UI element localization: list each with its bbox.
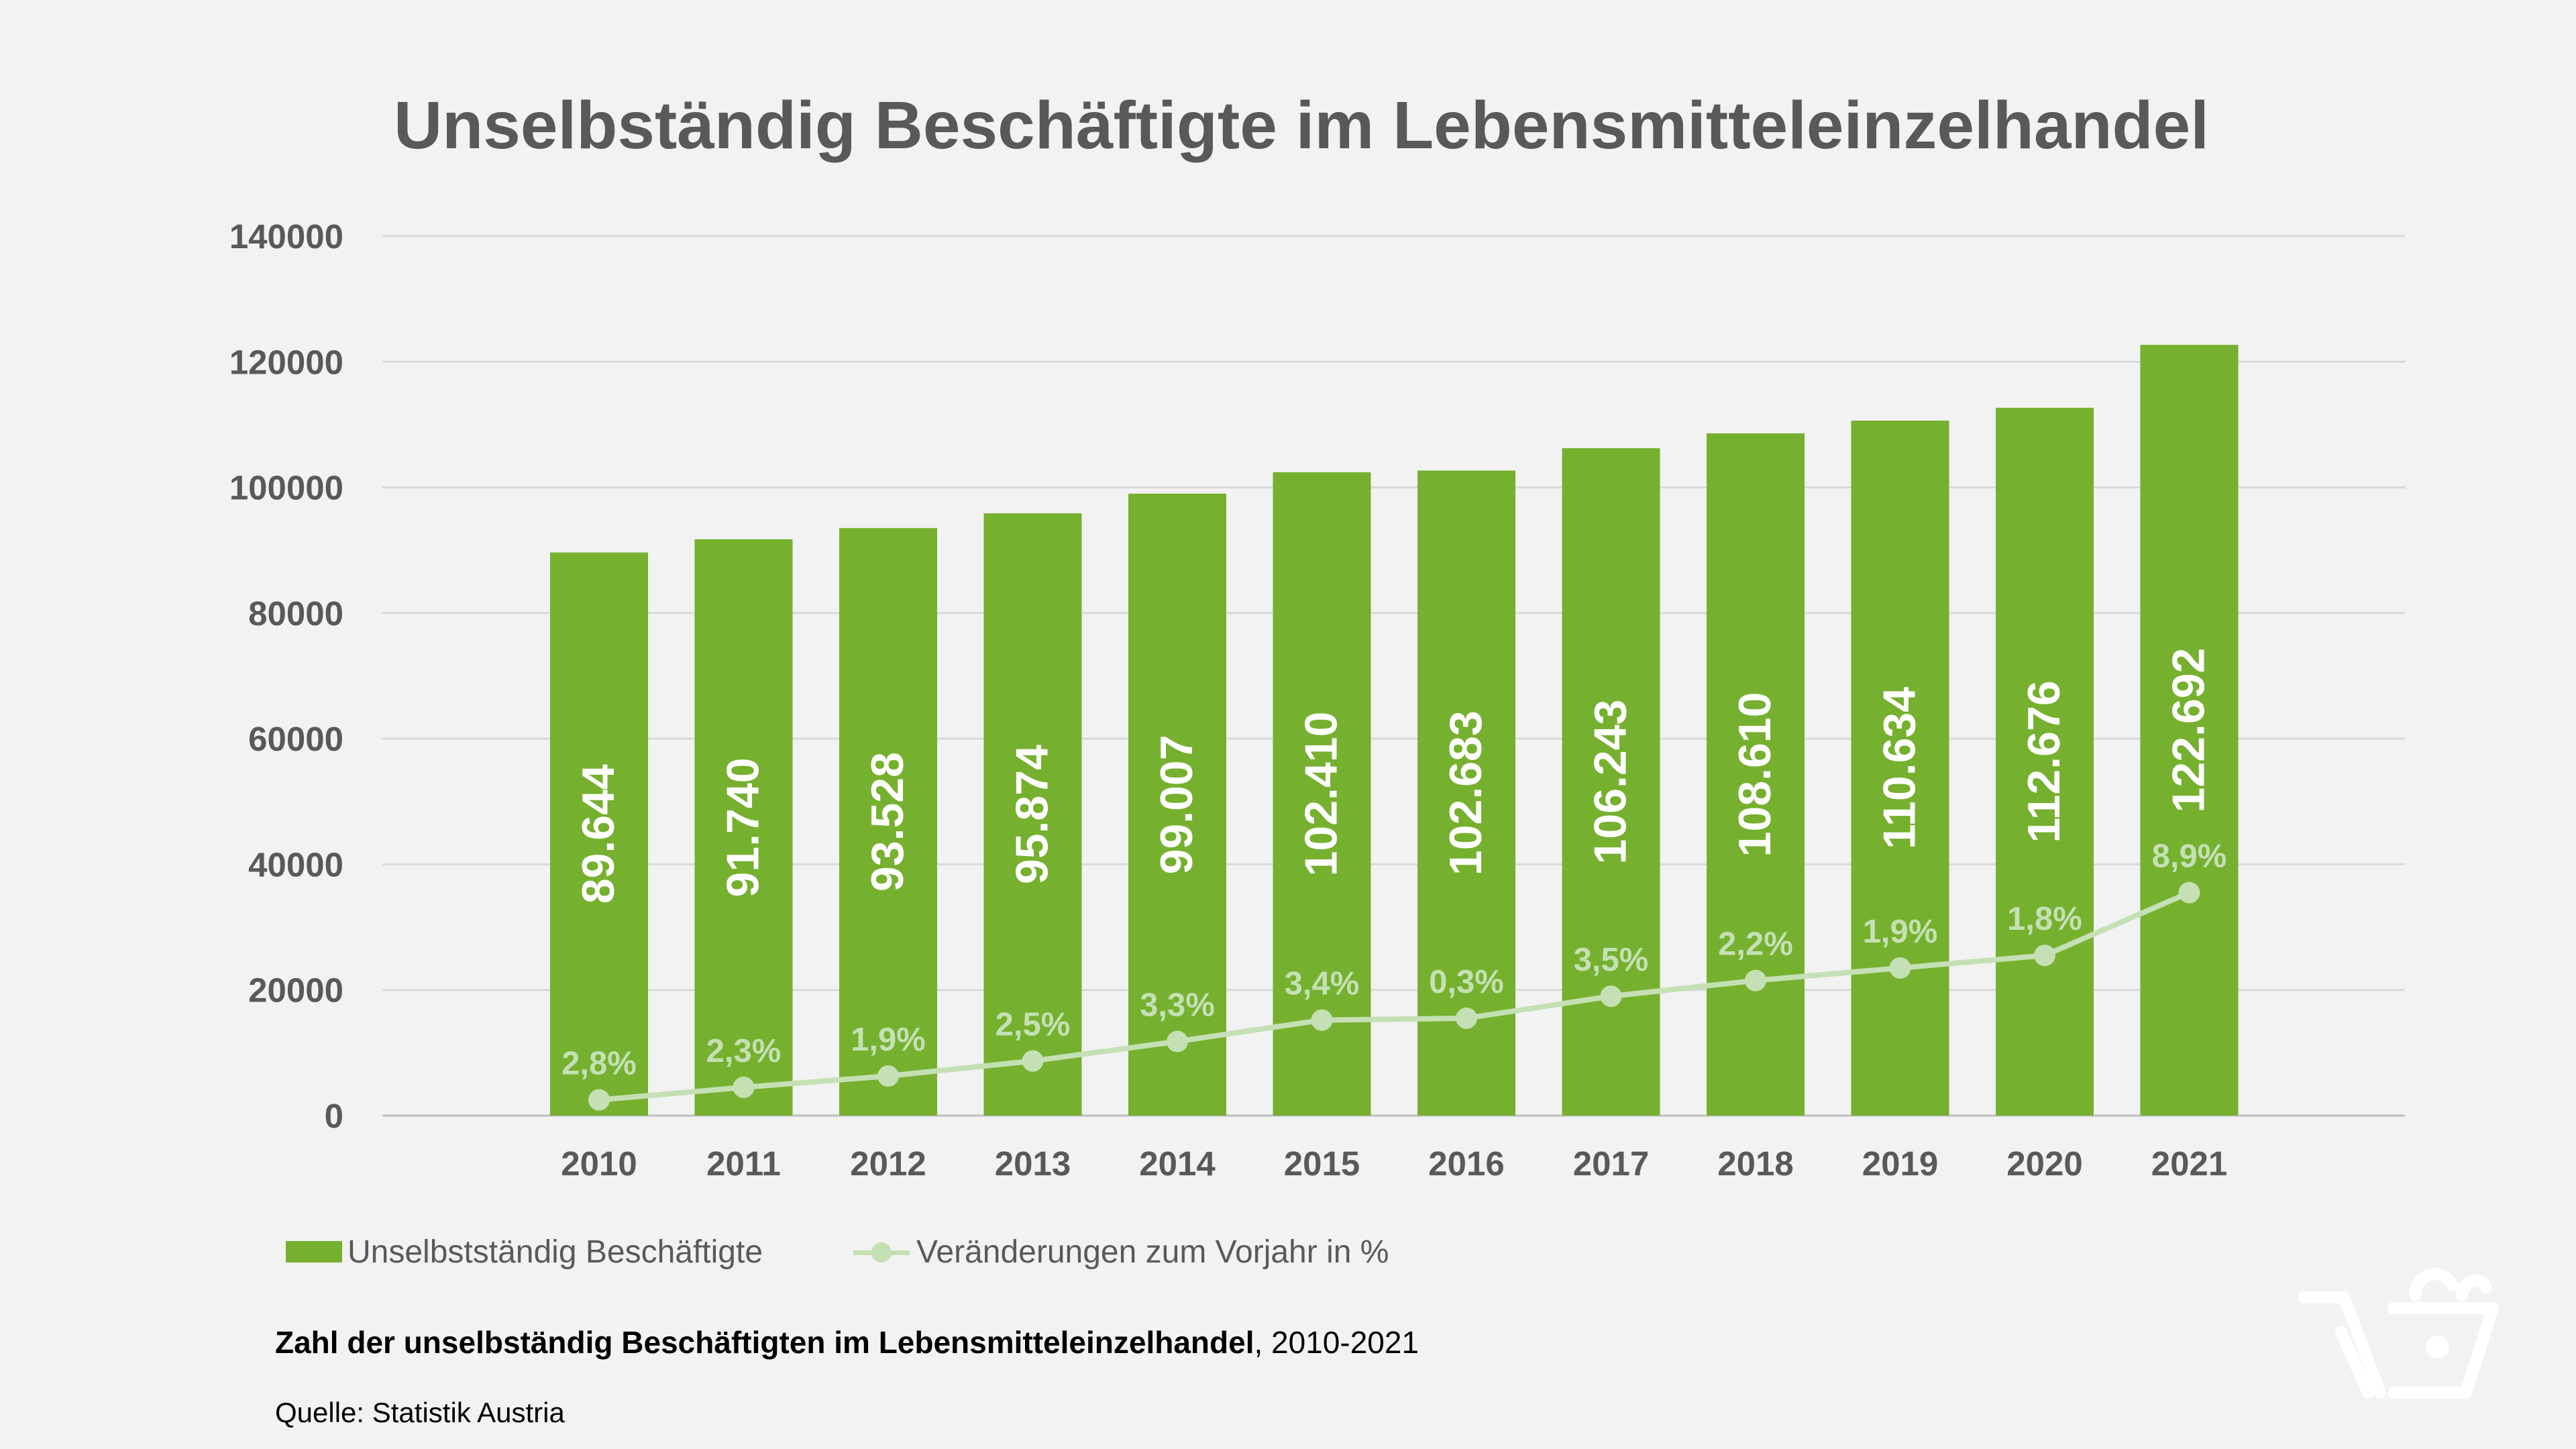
change-point bbox=[1311, 1009, 1333, 1031]
bar bbox=[694, 539, 793, 1116]
y-tick-label: 0 bbox=[325, 1097, 343, 1135]
bar bbox=[983, 513, 1082, 1116]
x-tick-label: 2021 bbox=[2151, 1144, 2227, 1183]
bar-value-label: 93.528 bbox=[862, 752, 913, 892]
x-axis-ticks: 2010 2011 2012 2013 2014 2015 2016 2017 2018 2019… bbox=[561, 1144, 2227, 1183]
bar bbox=[1851, 420, 1949, 1116]
bar-value-label: 91.740 bbox=[718, 757, 769, 897]
change-point bbox=[733, 1076, 755, 1098]
bar-value-label: 102.410 bbox=[1296, 712, 1347, 877]
y-tick-label: 100000 bbox=[229, 469, 343, 507]
legend-label-change: Veränderungen zum Vorjahr in % bbox=[916, 1234, 1389, 1270]
bars bbox=[550, 345, 2239, 1116]
bar-value-label: 102.683 bbox=[1440, 710, 1491, 875]
bar bbox=[1128, 493, 1226, 1116]
change-label: 2,8% bbox=[561, 1046, 637, 1082]
source-note: Quelle: Statistik Austria bbox=[275, 1397, 565, 1428]
change-label: 2,2% bbox=[1718, 926, 1793, 963]
change-point bbox=[1745, 969, 1766, 991]
bar-value-label: 106.243 bbox=[1585, 700, 1636, 865]
shopping-basket-icon bbox=[2298, 1268, 2499, 1399]
legend-line-swatch bbox=[853, 1232, 910, 1272]
bar-value-label: 112.676 bbox=[2019, 680, 2070, 843]
x-tick-label: 2019 bbox=[1862, 1144, 1938, 1183]
bar bbox=[550, 552, 648, 1116]
y-tick-label: 120000 bbox=[229, 343, 343, 381]
change-point bbox=[1022, 1050, 1044, 1072]
x-tick-label: 2011 bbox=[706, 1144, 781, 1183]
x-tick-label: 2017 bbox=[1573, 1144, 1649, 1183]
x-tick-label: 2014 bbox=[1139, 1144, 1216, 1183]
legend-item-employees: Unselbstständig Beschäftigte bbox=[286, 1232, 763, 1272]
change-point bbox=[1600, 985, 1622, 1008]
bar-value-label: 122.692 bbox=[2163, 648, 2214, 813]
change-label: 1,8% bbox=[2007, 901, 2082, 937]
y-tick-label: 140000 bbox=[229, 217, 343, 256]
y-tick-label: 20000 bbox=[248, 971, 343, 1010]
change-point bbox=[2034, 945, 2055, 967]
change-line-path bbox=[598, 890, 2191, 1103]
x-tick-label: 2018 bbox=[1717, 1144, 1793, 1183]
change-point bbox=[877, 1065, 899, 1087]
x-tick-label: 2020 bbox=[2006, 1144, 2082, 1183]
change-label: 1,9% bbox=[1863, 914, 1938, 950]
change-point bbox=[1889, 957, 1911, 979]
change-point bbox=[1167, 1030, 1188, 1053]
bar-labels: 89.644 91.740 93.528 95.874 99.007 102.410 102… bbox=[573, 648, 2214, 904]
change-point bbox=[588, 1089, 610, 1111]
y-tick-label: 60000 bbox=[248, 720, 343, 758]
change-label: 2,3% bbox=[706, 1033, 782, 1069]
gridlines bbox=[382, 235, 2405, 1117]
bar bbox=[1273, 472, 1371, 1116]
change-label: 1,9% bbox=[851, 1022, 926, 1058]
x-tick-label: 2012 bbox=[850, 1144, 926, 1183]
change-point bbox=[1456, 1007, 1477, 1029]
legend-label-employees: Unselbstständig Beschäftigte bbox=[347, 1234, 763, 1270]
change-line: 2,8% 2,3% 1,9% 2,5% 3,3% 3,4% 0,3% 3,5% 2,2% 1,9%… bbox=[561, 839, 2226, 1111]
change-label: 3,5% bbox=[1574, 942, 1649, 978]
y-tick-label: 40000 bbox=[248, 845, 343, 883]
x-tick-label: 2015 bbox=[1284, 1144, 1360, 1183]
x-tick-label: 2010 bbox=[561, 1144, 637, 1183]
chart-title: Unselbständig Beschäftigte im Lebensmitt… bbox=[393, 88, 2210, 163]
change-label: 2,5% bbox=[996, 1007, 1071, 1043]
change-label: 0,3% bbox=[1429, 964, 1504, 1000]
change-label: 3,4% bbox=[1285, 966, 1360, 1002]
bar-value-label: 108.610 bbox=[1729, 692, 1780, 857]
change-point bbox=[2178, 881, 2200, 904]
legend-bar-swatch bbox=[286, 1241, 342, 1263]
chart-caption: Zahl der unselbständig Beschäftigten im … bbox=[275, 1324, 1419, 1360]
bar-value-label: 110.634 bbox=[1874, 687, 1925, 849]
y-axis-ticks: 0 20000 40000 60000 80000 100000 120000 140000 bbox=[229, 217, 343, 1135]
x-tick-label: 2013 bbox=[995, 1144, 1071, 1183]
caption-bold: Zahl der unselbständig Beschäftigten im … bbox=[275, 1325, 1254, 1360]
change-label: 8,9% bbox=[2152, 839, 2227, 875]
bar bbox=[839, 528, 937, 1116]
bar-value-label: 99.007 bbox=[1151, 735, 1202, 874]
change-label: 3,3% bbox=[1140, 987, 1215, 1024]
bar bbox=[2140, 345, 2239, 1116]
x-tick-label: 2016 bbox=[1428, 1144, 1504, 1183]
bar-value-label: 89.644 bbox=[573, 764, 624, 904]
legend-item-change: Veränderungen zum Vorjahr in % bbox=[853, 1232, 1389, 1272]
bar bbox=[1996, 407, 2094, 1116]
bar-value-label: 95.874 bbox=[1007, 745, 1058, 884]
y-tick-label: 80000 bbox=[248, 594, 343, 633]
bar bbox=[1707, 433, 1805, 1116]
caption-rest: , 2010-2021 bbox=[1254, 1325, 1419, 1360]
